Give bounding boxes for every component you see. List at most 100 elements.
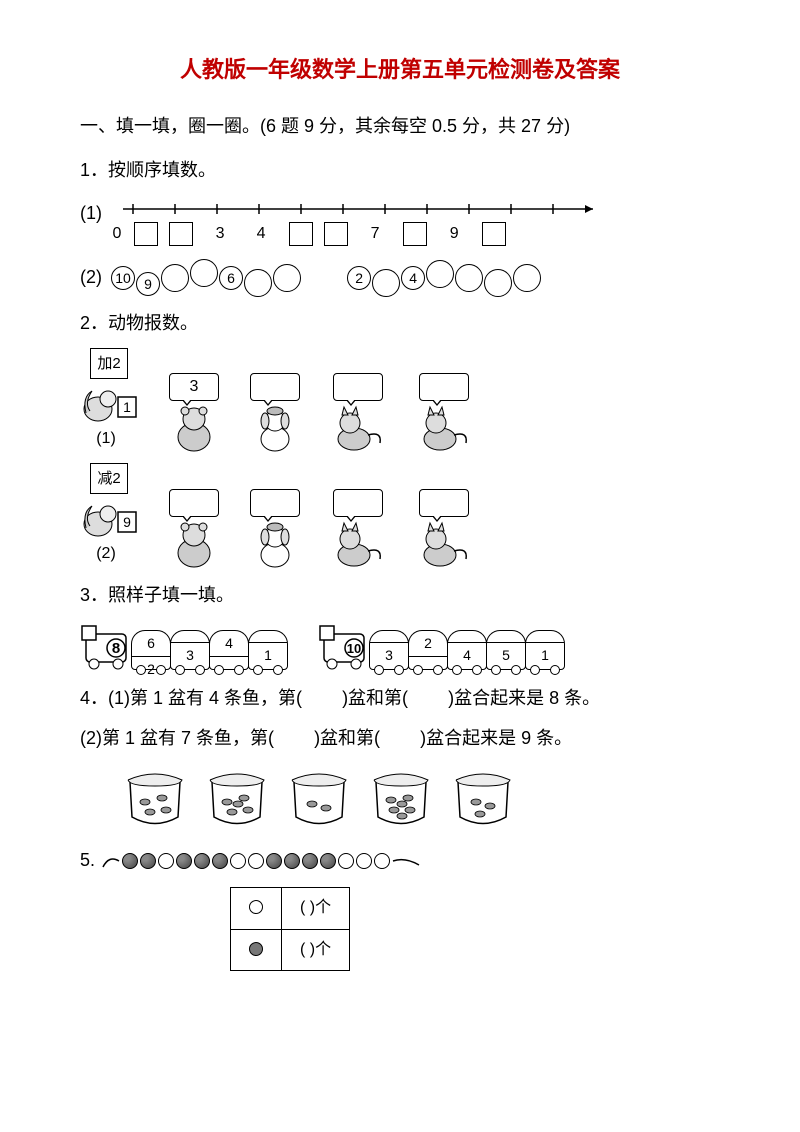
bear-1: 3 bbox=[168, 373, 220, 453]
fishbowl-icon bbox=[284, 762, 354, 832]
string-end bbox=[391, 851, 421, 871]
car-b4[interactable]: 1 bbox=[525, 630, 565, 670]
bear-icon bbox=[168, 403, 220, 453]
car-a2[interactable]: 4 bbox=[209, 630, 249, 670]
car-b2[interactable]: 4 bbox=[447, 630, 487, 670]
string-start bbox=[101, 851, 121, 871]
bear-2 bbox=[168, 489, 220, 569]
fill-count-cell[interactable]: ( )个 bbox=[282, 929, 350, 971]
open-bead-icon bbox=[374, 853, 390, 869]
q2-sub2-prefix: (2) bbox=[96, 540, 116, 569]
bead-a1: 9 bbox=[136, 272, 160, 296]
q1-label: 1．按顺序填数。 bbox=[80, 154, 720, 186]
nl-0: 0 bbox=[108, 220, 126, 249]
fill-bead-cell bbox=[231, 929, 282, 971]
bead-b4[interactable] bbox=[455, 264, 483, 292]
fishbowl-icon bbox=[120, 762, 190, 832]
q1-sub2-prefix: (2) bbox=[80, 267, 102, 287]
nl-3: 3 bbox=[211, 220, 229, 249]
nl-box-8[interactable] bbox=[403, 222, 427, 246]
open-bead-cell bbox=[231, 887, 282, 929]
q1-sub1: (1) 0 3 4 7 9 bbox=[80, 194, 720, 249]
car-b3[interactable]: 5 bbox=[486, 630, 526, 670]
bead-b5[interactable] bbox=[484, 269, 512, 297]
bead-a6[interactable] bbox=[273, 264, 301, 292]
q3-trains: 8 62 3 4 1 10 3 2 4 5 1 bbox=[80, 620, 720, 670]
cat-2b bbox=[416, 489, 472, 569]
loco-b: 10 bbox=[318, 620, 370, 670]
bead-a2[interactable] bbox=[161, 264, 189, 292]
q2-row1: 加2 1 (1) 3 bbox=[80, 348, 720, 454]
nl-box-5[interactable] bbox=[289, 222, 313, 246]
dog-icon bbox=[251, 519, 299, 569]
open-count-cell[interactable]: ( )个 bbox=[282, 887, 350, 929]
fishbowl-icon bbox=[366, 762, 436, 832]
speech-dog2[interactable] bbox=[250, 489, 300, 517]
cat-icon bbox=[416, 519, 472, 569]
page-title: 人教版一年级数学上册第五单元检测卷及答案 bbox=[80, 50, 720, 90]
nl-box-10[interactable] bbox=[482, 222, 506, 246]
car-b1[interactable]: 2 bbox=[408, 630, 448, 670]
speech-cat2b[interactable] bbox=[419, 489, 469, 517]
squirrel-1: 加2 1 (1) bbox=[80, 348, 138, 454]
train-a: 8 62 3 4 1 bbox=[80, 620, 288, 670]
bead-b2: 4 bbox=[401, 266, 425, 290]
open-bead-icon bbox=[249, 900, 263, 914]
filled-bead-icon bbox=[176, 853, 192, 869]
fishbowl-icon bbox=[202, 762, 272, 832]
nl-7: 7 bbox=[366, 220, 384, 249]
nl-box-6[interactable] bbox=[324, 222, 348, 246]
bead-b1[interactable] bbox=[372, 269, 400, 297]
cat-icon bbox=[330, 403, 386, 453]
svg-text:10: 10 bbox=[347, 641, 361, 656]
bead-b3[interactable] bbox=[426, 260, 454, 288]
filled-bead-icon bbox=[320, 853, 336, 869]
filled-bead-icon bbox=[266, 853, 282, 869]
bead-b6[interactable] bbox=[513, 264, 541, 292]
filled-bead-icon bbox=[302, 853, 318, 869]
squirrel-2: 减2 9 (2) bbox=[80, 463, 138, 569]
loco-a: 8 bbox=[80, 620, 132, 670]
car-a1[interactable]: 3 bbox=[170, 630, 210, 670]
speech-cat1b[interactable] bbox=[419, 373, 469, 401]
nl-box-2[interactable] bbox=[169, 222, 193, 246]
svg-text:1: 1 bbox=[123, 399, 131, 415]
q1-sub1-prefix: (1) bbox=[80, 203, 102, 223]
bead-a4: 6 bbox=[219, 266, 243, 290]
table-row: ( )个 bbox=[231, 929, 350, 971]
section-1-heading: 一、填一填，圈一圈。(6 题 9 分，其余每空 0.5 分，共 27 分) bbox=[80, 110, 720, 142]
q4-line2: (2)第 1 盆有 7 条鱼，第( )盆和第( )盆合起来是 9 条。 bbox=[80, 722, 720, 754]
cat-icon bbox=[330, 519, 386, 569]
nl-9: 9 bbox=[445, 220, 463, 249]
car-a0: 62 bbox=[131, 630, 171, 670]
count-table: ( )个 ( )个 bbox=[230, 887, 350, 972]
open-bead-icon bbox=[248, 853, 264, 869]
car-b0[interactable]: 3 bbox=[369, 630, 409, 670]
rule-1: 加2 bbox=[90, 348, 127, 379]
q5-prefix: 5. bbox=[80, 844, 95, 876]
fill-bead-icon bbox=[249, 942, 263, 956]
dog-2 bbox=[250, 489, 300, 569]
dog-icon bbox=[251, 403, 299, 453]
speech-cat1a[interactable] bbox=[333, 373, 383, 401]
speech-bear1: 3 bbox=[169, 373, 219, 401]
cat-icon bbox=[416, 403, 472, 453]
q2-row2: 减2 9 (2) bbox=[80, 463, 720, 569]
bear-icon bbox=[168, 519, 220, 569]
q5-row: 5. bbox=[80, 844, 720, 876]
chain-b: 2 4 bbox=[349, 259, 539, 297]
chain-a: 10 9 6 bbox=[113, 259, 299, 297]
car-a3[interactable]: 1 bbox=[248, 630, 288, 670]
speech-bear2[interactable] bbox=[169, 489, 219, 517]
nl-box-1[interactable] bbox=[134, 222, 158, 246]
rule-2: 减2 bbox=[90, 463, 127, 494]
fishbowl-icon bbox=[448, 762, 518, 832]
q4-line1: 4．(1)第 1 盆有 4 条鱼，第( )盆和第( )盆合起来是 8 条。 bbox=[80, 682, 720, 714]
cat-1a bbox=[330, 373, 386, 453]
bead-a3[interactable] bbox=[190, 259, 218, 287]
speech-dog1[interactable] bbox=[250, 373, 300, 401]
speech-cat2a[interactable] bbox=[333, 489, 383, 517]
bead-a5[interactable] bbox=[244, 269, 272, 297]
nl-4: 4 bbox=[252, 220, 270, 249]
svg-text:8: 8 bbox=[112, 640, 120, 657]
